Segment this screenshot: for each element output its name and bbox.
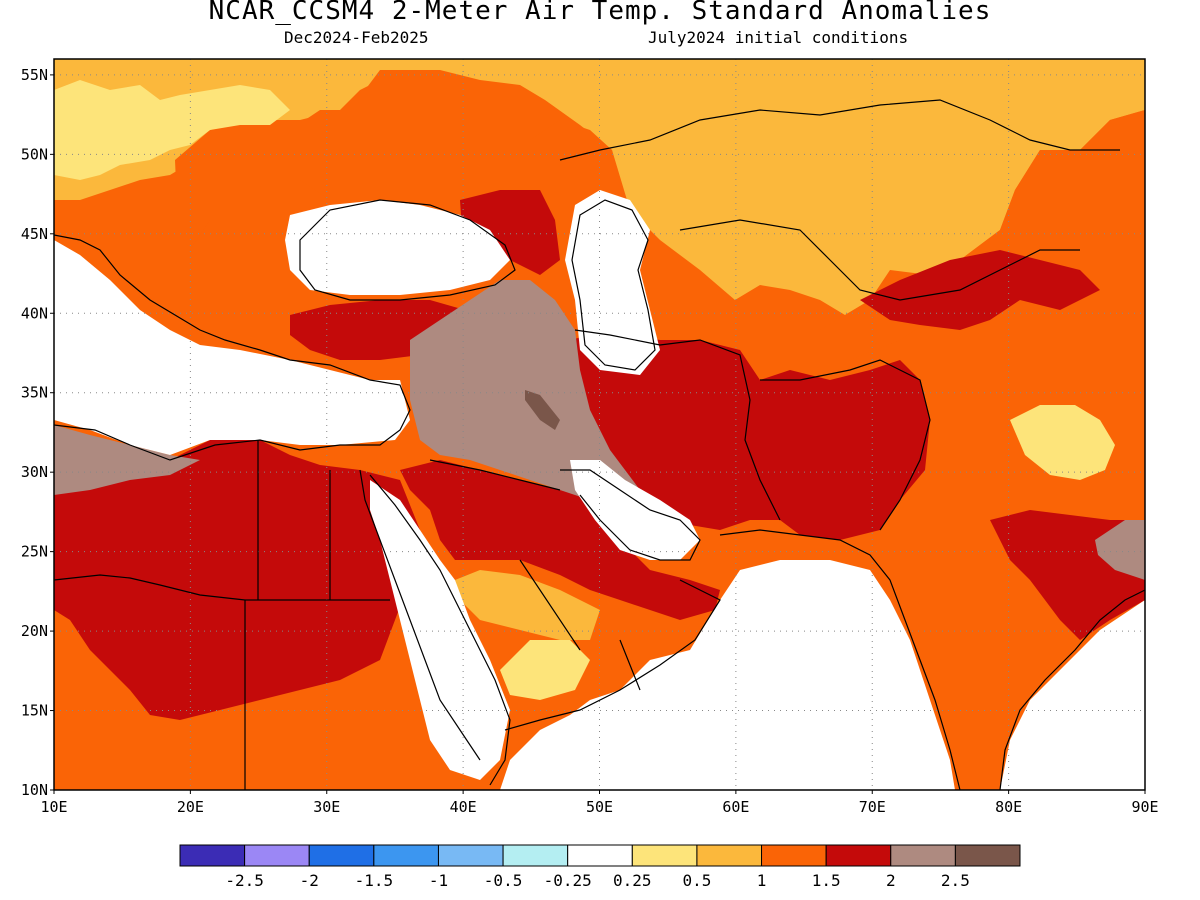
colorbar-label: -2.5	[225, 871, 264, 890]
coastline-india-east	[999, 589, 1145, 790]
region-light-yellow-europe	[54, 80, 290, 180]
border-russia	[559, 99, 1120, 161]
colorbar-swatch	[696, 844, 763, 867]
colorbar	[179, 844, 1021, 867]
colorbar-swatch	[954, 844, 1021, 867]
border-libya-egypt	[244, 440, 331, 790]
region-dark-red-arabia	[400, 460, 720, 620]
lat-label: 35N	[21, 384, 48, 402]
longitude-labels: 10E 20E 30E 40E 50E 60E 70E 80E 90E	[40, 790, 1159, 816]
colorbar-swatch	[502, 844, 569, 867]
colorbar-label: -2	[300, 871, 319, 890]
coastline-persian-gulf	[560, 469, 701, 561]
lon-label: 30E	[313, 798, 340, 816]
latitude-labels: 55N 50N 45N 40N 35N 30N 25N 20N 15N 10N	[21, 66, 54, 799]
lat-label: 55N	[21, 66, 48, 84]
colorbar-swatch	[437, 844, 504, 867]
colorbar-swatch	[761, 844, 827, 867]
lon-label: 90E	[1131, 798, 1158, 816]
colorbar-label: 1	[757, 871, 767, 890]
colorbar-label: -1.5	[355, 871, 394, 890]
lon-label: 70E	[859, 798, 886, 816]
colorbar-label: -0.5	[484, 871, 523, 890]
colorbar-label: 0.5	[682, 871, 711, 890]
region-brown-libya	[54, 425, 200, 495]
coastline-red-sea-west	[359, 469, 481, 761]
colorbar-label: -0.25	[544, 871, 592, 890]
colorbar-swatch	[567, 844, 633, 867]
coastlines	[54, 99, 1145, 790]
border-central-asia	[679, 219, 1080, 301]
lat-label: 50N	[21, 145, 48, 163]
colorbar-swatch	[308, 844, 375, 867]
coastline-caspian	[571, 199, 656, 371]
border-sahara	[54, 574, 390, 601]
region-dark-red-north-africa	[54, 440, 420, 720]
colorbar-swatch	[631, 844, 698, 867]
region-dark-red-iran-pakistan	[570, 330, 930, 540]
border-afghan-pak	[760, 359, 931, 531]
region-brown-bengal	[1095, 520, 1145, 580]
lon-label: 60E	[722, 798, 749, 816]
lat-label: 10N	[21, 781, 48, 799]
region-white-mediterranean	[54, 240, 410, 455]
colorbar-label: -1	[429, 871, 448, 890]
lon-label: 10E	[40, 798, 67, 816]
coastline-mediterranean	[54, 234, 411, 461]
lat-label: 40N	[21, 304, 48, 322]
lat-label: 20N	[21, 622, 48, 640]
colorbar-labels: -2.5 -2 -1.5 -1 -0.5 -0.25 0.25 0.5 1 1.5 2 2.5	[225, 871, 969, 890]
region-light-yellow-tibet	[1010, 405, 1115, 480]
coastline-pakistan-india	[719, 529, 961, 790]
lat-label: 25N	[21, 543, 48, 561]
colorbar-label: 2	[886, 871, 896, 890]
lat-label: 30N	[21, 463, 48, 481]
lon-label: 80E	[995, 798, 1022, 816]
region-white-caspian	[565, 190, 660, 375]
region-white-arabian-sea	[500, 560, 955, 790]
initial-conditions-subtitle: July2024 initial conditions	[648, 28, 909, 47]
chart-title: NCAR_CCSM4 2-Meter Air Temp. Standard An…	[208, 0, 992, 26]
lon-label: 20E	[177, 798, 204, 816]
coastline-arabian	[504, 579, 721, 731]
region-light-yellow-arabia2	[455, 570, 600, 640]
region-white-black-sea	[285, 200, 510, 295]
colorbar-swatch	[244, 844, 310, 867]
lat-label: 45N	[21, 225, 48, 243]
region-orange-central-asia	[750, 110, 1145, 400]
border-arabia	[429, 459, 641, 691]
colorbar-swatch	[179, 844, 246, 867]
anomaly-field	[54, 59, 1145, 790]
colorbar-label: 2.5	[941, 871, 970, 890]
lat-label: 15N	[21, 702, 48, 720]
region-dark-red-ukraine	[460, 190, 560, 275]
colorbar-swatch	[890, 844, 956, 867]
region-white-gulf	[570, 460, 700, 560]
border-iran	[574, 329, 781, 521]
coastline-black-sea	[299, 199, 516, 301]
season-subtitle: Dec2024-Feb2025	[284, 28, 429, 47]
region-orange-balkans	[175, 80, 620, 250]
lon-label: 50E	[586, 798, 613, 816]
colorbar-label: 1.5	[812, 871, 841, 890]
region-white-bay-of-bengal	[1000, 600, 1145, 790]
colorbar-swatch	[825, 844, 892, 867]
region-dark-red-tienshan	[860, 250, 1100, 330]
region-white-red-sea	[370, 480, 510, 780]
coastline-red-sea	[369, 474, 511, 786]
region-light-yellow-arabia	[500, 640, 590, 700]
region-dark-brown-iraq	[525, 390, 560, 430]
lon-label: 40E	[450, 798, 477, 816]
colorbar-swatch	[373, 844, 439, 867]
colorbar-label: 0.25	[613, 871, 652, 890]
